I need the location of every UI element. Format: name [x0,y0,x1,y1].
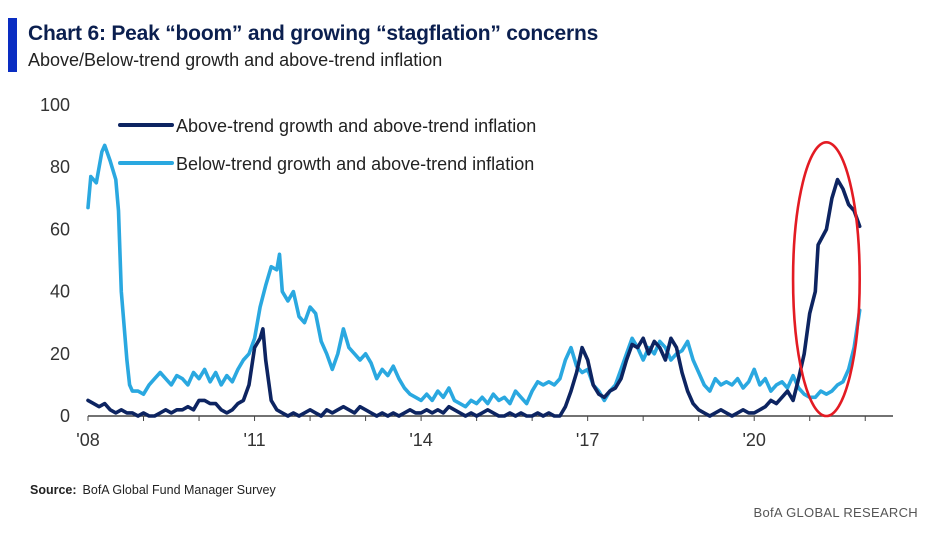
source-label: Source: [30,483,77,497]
source-note: Source: BofA Global Fund Manager Survey [30,483,276,497]
source-text: BofA Global Fund Manager Survey [82,483,276,497]
y-tick-label: 100 [40,95,70,115]
highlight-layer [791,141,861,418]
legend: Above-trend growth and above-trend infla… [118,116,536,174]
x-axis: '08 '11 '14 '17 '20 [76,415,893,450]
brand-label: BofA GLOBAL RESEARCH [753,505,918,520]
x-tick-label: '11 [243,430,265,450]
series-layer [86,143,862,418]
x-tick-label: '08 [76,430,99,450]
y-tick-label: 60 [50,219,70,239]
x-tick-label: '20 [742,430,765,450]
y-tick-label: 20 [50,344,70,364]
legend-label: Above-trend growth and above-trend infla… [176,116,536,136]
highlight-ellipse [791,141,861,418]
title-accent-bar [8,18,17,72]
x-tick-label: '17 [576,430,599,450]
y-axis-ticks: 0 20 40 60 80 100 [40,95,70,426]
series-line-2 [86,143,862,409]
chart-title: Chart 6: Peak “boom” and growing “stagfl… [28,22,599,45]
y-tick-label: 40 [50,282,70,302]
y-tick-label: 80 [50,157,70,177]
series-line-1 [86,177,862,418]
y-tick-label: 0 [60,406,70,426]
chart-subtitle: Above/Below-trend growth and above-trend… [28,50,443,70]
legend-label: Below-trend growth and above-trend infla… [176,154,534,174]
x-tick-label: '14 [409,430,432,450]
